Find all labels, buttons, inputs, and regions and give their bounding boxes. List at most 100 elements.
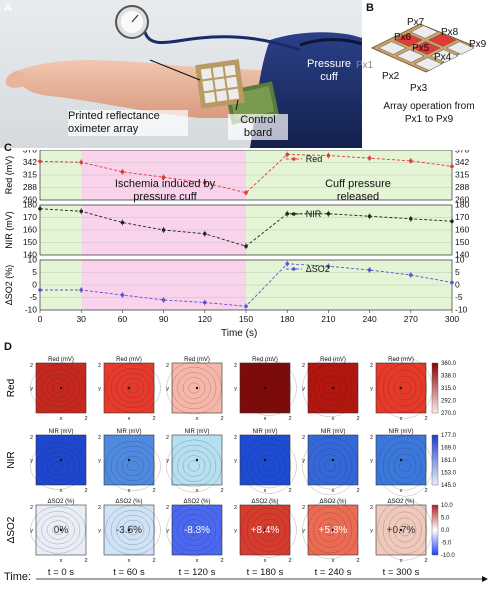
contour-line bbox=[241, 502, 297, 558]
center-dot bbox=[331, 386, 335, 390]
array-illustration bbox=[370, 23, 476, 73]
map-x-tick: 2 bbox=[288, 416, 291, 422]
map-row-label: Red bbox=[6, 379, 17, 397]
map-title: NIR (mV) bbox=[185, 429, 210, 435]
map-title: ΔSO2 (%) bbox=[47, 499, 74, 505]
contour-line bbox=[318, 376, 342, 400]
contour-line bbox=[393, 375, 417, 401]
y-tick-label-right: 10 bbox=[455, 255, 465, 265]
legend-marker bbox=[292, 212, 296, 216]
map-x-axis-label: x bbox=[332, 558, 335, 564]
series-line bbox=[39, 154, 453, 194]
time-step-label: t = 240 s bbox=[315, 567, 352, 578]
map-y-axis-label: y bbox=[30, 458, 33, 464]
contour-line bbox=[382, 363, 428, 413]
map-x-axis-label: x bbox=[332, 416, 335, 422]
array-pixel-cell bbox=[428, 33, 457, 47]
contour-line bbox=[121, 455, 145, 477]
array-pixel-cell bbox=[410, 25, 439, 39]
y-tick-label-left: 342 bbox=[23, 157, 37, 167]
colorbar bbox=[431, 504, 439, 556]
data-point bbox=[450, 280, 454, 285]
panel-label-b: B bbox=[366, 2, 374, 14]
map-y-axis-label: y bbox=[166, 386, 169, 392]
contour-line bbox=[41, 515, 75, 545]
map-title: ΔSO2 (%) bbox=[387, 499, 414, 505]
colorbar-tick-label: 161.0 bbox=[441, 458, 457, 464]
map-y-axis-label: y bbox=[234, 458, 237, 464]
contour-line bbox=[105, 441, 161, 491]
data-point bbox=[203, 300, 207, 305]
map-title: ΔSO2 (%) bbox=[183, 499, 210, 505]
y-tick-label-right: 0 bbox=[455, 280, 460, 290]
map-y-tick: 2 bbox=[30, 363, 33, 369]
data-point bbox=[450, 219, 454, 224]
map-x-axis-label: x bbox=[60, 558, 63, 564]
center-dot bbox=[127, 528, 131, 532]
map-x-tick: 2 bbox=[356, 416, 359, 422]
colorbar-tick-label: 153.0 bbox=[441, 471, 457, 477]
contour-line bbox=[171, 366, 217, 410]
contour-line bbox=[30, 442, 86, 490]
map-y-tick: 2 bbox=[30, 505, 33, 511]
px3-label: Px3 bbox=[410, 83, 428, 94]
map-title: NIR (mV) bbox=[49, 429, 74, 435]
y-tick-label-right: -10 bbox=[455, 305, 468, 315]
map-x-axis-label: x bbox=[60, 488, 63, 494]
contour-line bbox=[46, 378, 70, 398]
contour-line bbox=[307, 506, 353, 554]
contour-line bbox=[324, 381, 336, 395]
contour-line bbox=[257, 454, 281, 478]
data-point bbox=[450, 164, 454, 169]
maps-svg: Red Red (mV) y x 2 2 Red (mV) y x 2 2 Red (mV) y x 2 2 R… bbox=[6, 357, 488, 582]
map-y-tick: 2 bbox=[166, 435, 169, 441]
contour-line bbox=[110, 367, 156, 409]
y-tick-label-left: 150 bbox=[23, 237, 37, 247]
map-y-axis-label: y bbox=[370, 458, 373, 464]
colorbar-tick-label: -10.0 bbox=[441, 553, 455, 559]
array-diagram: B Px7 Px6 Px8 Px5 Px9 Px1 Px4 Px2 Px3 Ar… bbox=[352, 0, 492, 148]
contour-line bbox=[121, 519, 145, 541]
contour-line bbox=[252, 371, 286, 405]
x-tick-label: 300 bbox=[445, 314, 459, 324]
map-title: Red (mV) bbox=[48, 357, 74, 363]
so2-value-label: +8.4% bbox=[251, 525, 280, 536]
array-pixel-cell bbox=[394, 33, 423, 47]
contour-line bbox=[116, 372, 150, 404]
so2-value-label: +0.7% bbox=[387, 525, 416, 536]
contour-line bbox=[307, 364, 353, 412]
colorbar-tick-label: 292.0 bbox=[441, 399, 457, 405]
y-tick-label-left: 170 bbox=[23, 212, 37, 222]
contour-line bbox=[46, 520, 70, 540]
time-arrow bbox=[482, 576, 488, 582]
map-x-tick: 2 bbox=[84, 416, 87, 422]
map-y-tick: 2 bbox=[234, 363, 237, 369]
center-dot bbox=[263, 528, 267, 532]
y-tick-label-right: 370 bbox=[455, 150, 469, 155]
map-x-axis-label: x bbox=[60, 416, 63, 422]
photo-panel: Pressure cuff Printed reflectance oximet… bbox=[0, 0, 362, 148]
y-tick-label-left: 260 bbox=[23, 195, 37, 205]
center-dot bbox=[195, 528, 199, 532]
contour-line bbox=[52, 383, 64, 393]
colorbar-tick-label: -5.0 bbox=[441, 541, 452, 547]
y-tick-label-left: 0 bbox=[32, 280, 37, 290]
center-dot bbox=[331, 458, 335, 462]
data-point bbox=[38, 206, 42, 211]
px5-label: Px5 bbox=[412, 43, 430, 54]
map-x-tick: 2 bbox=[152, 558, 155, 564]
map-title: NIR (mV) bbox=[321, 429, 346, 435]
legend-marker bbox=[292, 157, 296, 161]
map-y-tick: 2 bbox=[166, 363, 169, 369]
contour-line bbox=[166, 503, 222, 557]
contour-line bbox=[116, 450, 150, 482]
map-y-tick: 2 bbox=[234, 435, 237, 441]
map-y-axis-label: y bbox=[30, 386, 33, 392]
contour-line bbox=[252, 513, 286, 547]
x-tick-label: 240 bbox=[363, 314, 377, 324]
map-y-axis-label: y bbox=[30, 528, 33, 534]
map-x-axis-label: x bbox=[264, 558, 267, 564]
contour-line bbox=[171, 444, 217, 488]
map-y-tick: 2 bbox=[302, 435, 305, 441]
contour-line bbox=[182, 455, 206, 477]
